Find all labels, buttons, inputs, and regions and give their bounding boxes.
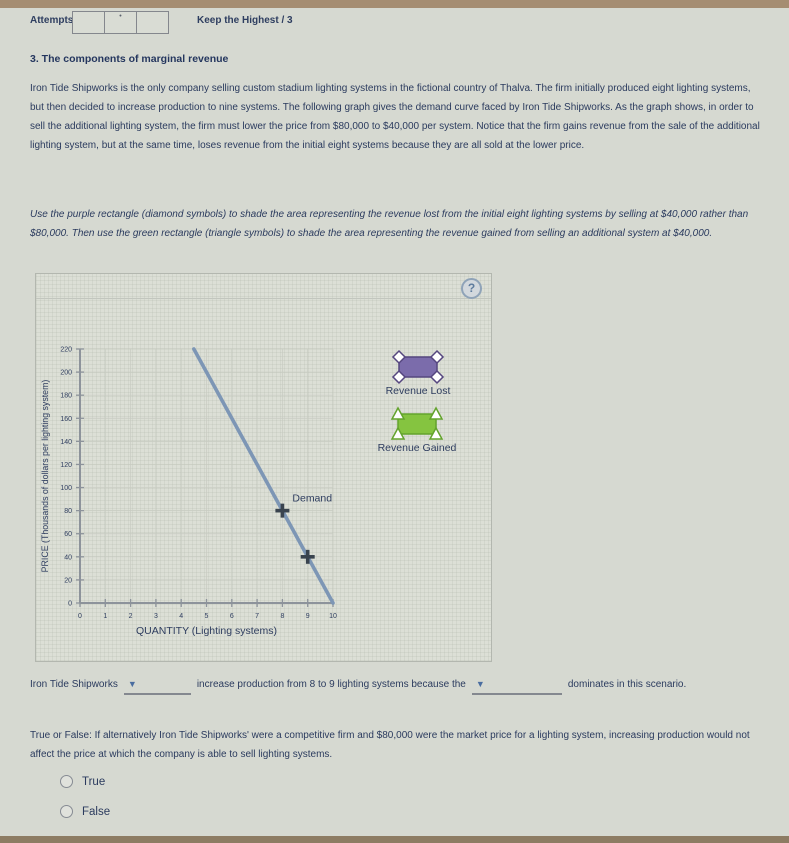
radio-button-icon[interactable] xyxy=(60,775,73,788)
sentence-middle: increase production from 8 to 9 lighting… xyxy=(196,679,466,690)
demand-chart[interactable]: 0 20 40 60 80 100 120 140 160 180 200 220 0 1 2 3 4 5 6 7 8 9… xyxy=(36,300,491,662)
y-tick-label: 80 xyxy=(64,508,72,515)
diamond-handle-icon[interactable] xyxy=(391,369,407,385)
y-tick-label: 180 xyxy=(60,393,72,400)
legend-swatch-triangle[interactable] xyxy=(397,413,437,435)
demand-curve xyxy=(192,347,335,605)
radio-label: False xyxy=(82,805,111,818)
x-tick-label: 9 xyxy=(306,613,310,620)
question-title: 3. The components of marginal revenue xyxy=(30,53,229,65)
x-tick-label: 0 xyxy=(78,613,82,620)
x-tick-label: 7 xyxy=(255,613,259,620)
y-tick-label: 140 xyxy=(60,439,72,446)
x-tick-label: 5 xyxy=(205,613,209,620)
triangle-handle-icon[interactable] xyxy=(428,406,444,420)
radio-button-icon[interactable] xyxy=(60,805,73,818)
attempt-cell-2: • xyxy=(104,12,136,33)
legend-swatch-diamond[interactable] xyxy=(398,356,438,378)
current-attempt-marker: • xyxy=(119,13,122,20)
triangle-handle-icon[interactable] xyxy=(428,426,444,440)
y-tick-label: 60 xyxy=(64,531,72,538)
y-tick-label: 0 xyxy=(68,601,72,608)
x-axis-title: QUANTITY (Lighting systems) xyxy=(136,625,277,637)
x-tick-label: 6 xyxy=(230,613,234,620)
x-tick-label: 4 xyxy=(179,613,183,620)
attempt-cell-3 xyxy=(136,12,168,33)
legend-label: Revenue Lost xyxy=(386,385,451,397)
sentence-prefix: Iron Tide Shipworks xyxy=(30,679,118,690)
diamond-handle-icon[interactable] xyxy=(429,349,445,365)
chevron-down-icon: ▼ xyxy=(475,679,485,689)
graph-panel-header: ? xyxy=(36,274,491,299)
x-tick-label: 3 xyxy=(154,613,158,620)
legend-label: Revenue Gained xyxy=(378,442,457,454)
x-tick-label: 1 xyxy=(103,613,107,620)
graph-panel: ? 0 20 40 60 80 100 120 140 160 180 200 220 0 1 2 3 4 5 6 7… xyxy=(35,273,492,662)
attempts-label: Attempts xyxy=(30,15,74,26)
y-axis-title: PRICE (Thousands of dollars per lighting… xyxy=(40,380,50,573)
triangle-handle-icon[interactable] xyxy=(390,406,406,420)
radio-option-false[interactable]: False xyxy=(60,805,110,818)
tf-question: True or False: If alternatively Iron Tid… xyxy=(30,730,750,760)
dropdown-dominant-effect[interactable]: ▼ xyxy=(471,679,562,695)
shading-instructions: Use the purple rectangle (diamond symbol… xyxy=(30,209,749,239)
keep-highest-label: Keep the Highest / 3 xyxy=(197,15,293,26)
attempt-cell-1 xyxy=(73,12,104,33)
y-tick-label: 160 xyxy=(60,416,72,423)
photo-edge-bottom xyxy=(0,836,789,843)
radio-label: True xyxy=(82,775,106,788)
attempts-score-box: • xyxy=(72,11,169,34)
radio-option-true[interactable]: True xyxy=(60,775,105,788)
diamond-handle-icon[interactable] xyxy=(429,369,445,385)
y-tick-label: 40 xyxy=(64,554,72,561)
fill-in-sentence: Iron Tide Shipworks ▼ increase productio… xyxy=(30,679,686,695)
y-tick-label: 120 xyxy=(60,462,72,469)
x-tick-label: 10 xyxy=(329,613,337,620)
photo-edge-top xyxy=(0,0,789,8)
y-tick-label: 220 xyxy=(60,347,72,354)
x-tick-label: 8 xyxy=(280,613,284,620)
question-intro: Iron Tide Shipworks is the only company … xyxy=(30,83,760,151)
demand-curve-label: Demand xyxy=(292,493,332,505)
sentence-suffix: dominates in this scenario. xyxy=(567,679,687,690)
help-icon[interactable]: ? xyxy=(461,278,482,299)
dropdown-increase-decision[interactable]: ▼ xyxy=(123,679,191,695)
triangle-handle-icon[interactable] xyxy=(390,426,406,440)
y-tick-label: 20 xyxy=(64,577,72,584)
x-tick-label: 2 xyxy=(129,613,133,620)
y-tick-label: 200 xyxy=(60,370,72,377)
chevron-down-icon: ▼ xyxy=(127,679,137,689)
diamond-handle-icon[interactable] xyxy=(391,349,407,365)
y-tick-label: 100 xyxy=(60,485,72,492)
